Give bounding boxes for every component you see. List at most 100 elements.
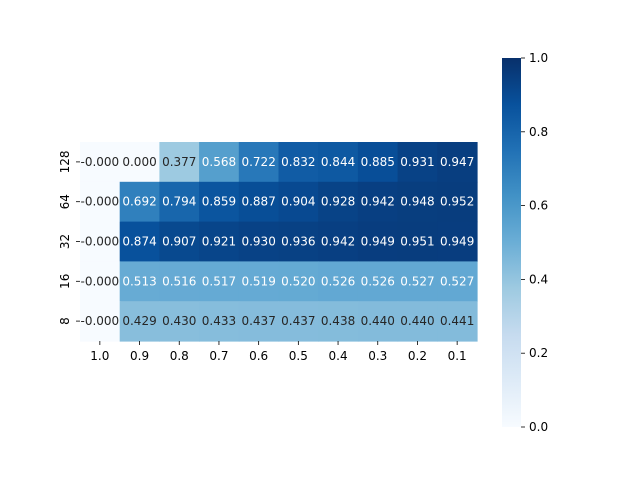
heatmap-cell	[318, 221, 359, 262]
cell-annotation: 0.832	[281, 155, 315, 169]
heatmap-cell	[159, 301, 200, 342]
x-tick-label: 0.7	[209, 349, 228, 363]
x-tick-label: 0.5	[289, 349, 308, 363]
heatmap-cell	[437, 261, 478, 302]
x-axis: 1.0 0.9 0.8 0.7 0.6 0.5 0.4 0.3 0.2 0.1	[90, 341, 467, 363]
cell-annotation: 0.930	[241, 235, 275, 249]
cell-annotation: 0.527	[440, 274, 474, 288]
heatmap-cell	[357, 181, 399, 223]
cell-annotation: 0.951	[400, 235, 434, 249]
cell-annotation: 0.921	[202, 235, 236, 249]
y-tick-label: 128	[58, 150, 72, 173]
colorbar-tick-label: 0.8	[529, 125, 548, 139]
cell-annotation: 0.519	[241, 274, 275, 288]
heatmap-cell	[199, 261, 240, 302]
colorbar-tick-label: 0.2	[529, 346, 548, 360]
cell-annotation: 0.377	[162, 155, 196, 169]
heatmap-cell	[357, 221, 399, 262]
cell-annotation: 0.526	[361, 274, 395, 288]
heatmap-cell	[357, 261, 399, 302]
heatmap-cell	[318, 142, 359, 183]
heatmap-cell	[159, 261, 200, 302]
cell-annotation: 0.887	[241, 195, 275, 209]
cell-annotation: 0.516	[162, 274, 196, 288]
cell-annotation: -0.000	[81, 274, 120, 288]
cell-annotation: -0.000	[81, 195, 120, 209]
x-tick-label: 0.1	[448, 349, 467, 363]
heatmap-cells	[80, 142, 478, 342]
x-tick-label: 0.4	[329, 349, 348, 363]
cell-annotation: 0.907	[162, 235, 196, 249]
cell-annotation: 0.722	[241, 155, 275, 169]
x-tick-label: 1.0	[90, 349, 109, 363]
colorbar-ticks: 0.0 0.2 0.4 0.6 0.8 1.0	[521, 51, 548, 434]
heatmap-cell	[80, 221, 121, 262]
cell-annotation: 0.438	[321, 314, 355, 328]
y-tick-label: 8	[58, 317, 72, 325]
heatmap-cell	[80, 261, 121, 302]
heatmap-cell	[278, 181, 319, 223]
x-tick-label: 0.3	[368, 349, 387, 363]
heatmap-cell	[318, 181, 359, 223]
heatmap-cell	[199, 301, 240, 342]
colorbar-tick-label: 0.6	[529, 199, 548, 213]
heatmap-cell	[357, 142, 399, 183]
colorbar-tick-label: 0.4	[529, 272, 548, 286]
heatmap-cell	[159, 181, 200, 223]
x-tick-label: 0.9	[130, 349, 149, 363]
cell-annotation: 0.949	[361, 235, 395, 249]
cell-annotation: 0.692	[122, 195, 156, 209]
heatmap-cell	[238, 261, 280, 302]
cell-annotation: 0.885	[361, 155, 395, 169]
cell-annotation: 0.947	[440, 155, 474, 169]
cell-annotation: 0.440	[400, 314, 434, 328]
cell-annotation: 0.527	[400, 274, 434, 288]
heatmap-cell	[80, 142, 121, 183]
cell-annotation: 0.526	[321, 274, 355, 288]
heatmap-cell	[278, 301, 319, 342]
cell-annotation: 0.437	[241, 314, 275, 328]
cell-annotation: 0.928	[321, 195, 355, 209]
heatmap-cell	[199, 181, 240, 223]
cell-annotation: 0.440	[361, 314, 395, 328]
x-tick-label: 0.2	[408, 349, 427, 363]
heatmap-cell	[357, 301, 399, 342]
heatmap-cell	[278, 261, 319, 302]
cell-annotation: 0.942	[361, 195, 395, 209]
heatmap-cell	[159, 221, 200, 262]
heatmap-cell	[437, 221, 478, 262]
cell-annotation: 0.948	[400, 195, 434, 209]
cell-annotation: 0.904	[281, 195, 315, 209]
cell-annotation: 0.000	[122, 155, 156, 169]
cell-annotation: 0.952	[440, 195, 474, 209]
heatmap-cell	[80, 301, 121, 342]
cell-annotation: 0.430	[162, 314, 196, 328]
heatmap-cell	[119, 261, 160, 302]
heatmap-cell	[159, 142, 200, 183]
cell-annotation: 0.441	[440, 314, 474, 328]
cell-annotation: 0.429	[122, 314, 156, 328]
cell-annotation: 0.942	[321, 235, 355, 249]
cell-annotation: -0.000	[81, 155, 120, 169]
heatmap-cell	[318, 261, 359, 302]
heatmap-cell	[119, 301, 160, 342]
heatmap-cell	[119, 181, 160, 223]
heatmap-cell	[119, 142, 160, 183]
heatmap-cell	[397, 181, 438, 223]
cell-annotation: 0.517	[202, 274, 236, 288]
heatmap-cell	[238, 142, 280, 183]
heatmap-cell	[397, 261, 438, 302]
cell-annotation: 0.513	[122, 274, 156, 288]
heatmap-cell	[238, 221, 280, 262]
heatmap-cell	[80, 181, 121, 223]
colorbar: 0.0 0.2 0.4 0.6 0.8 1.0	[502, 51, 548, 434]
heatmap-cell	[437, 301, 478, 342]
y-tick-label: 16	[58, 274, 72, 289]
heatmap-cell	[397, 301, 438, 342]
y-tick-label: 64	[58, 194, 72, 209]
x-tick-label: 0.8	[170, 349, 189, 363]
cell-annotation: -0.000	[81, 314, 120, 328]
cell-annotation: 0.568	[202, 155, 236, 169]
